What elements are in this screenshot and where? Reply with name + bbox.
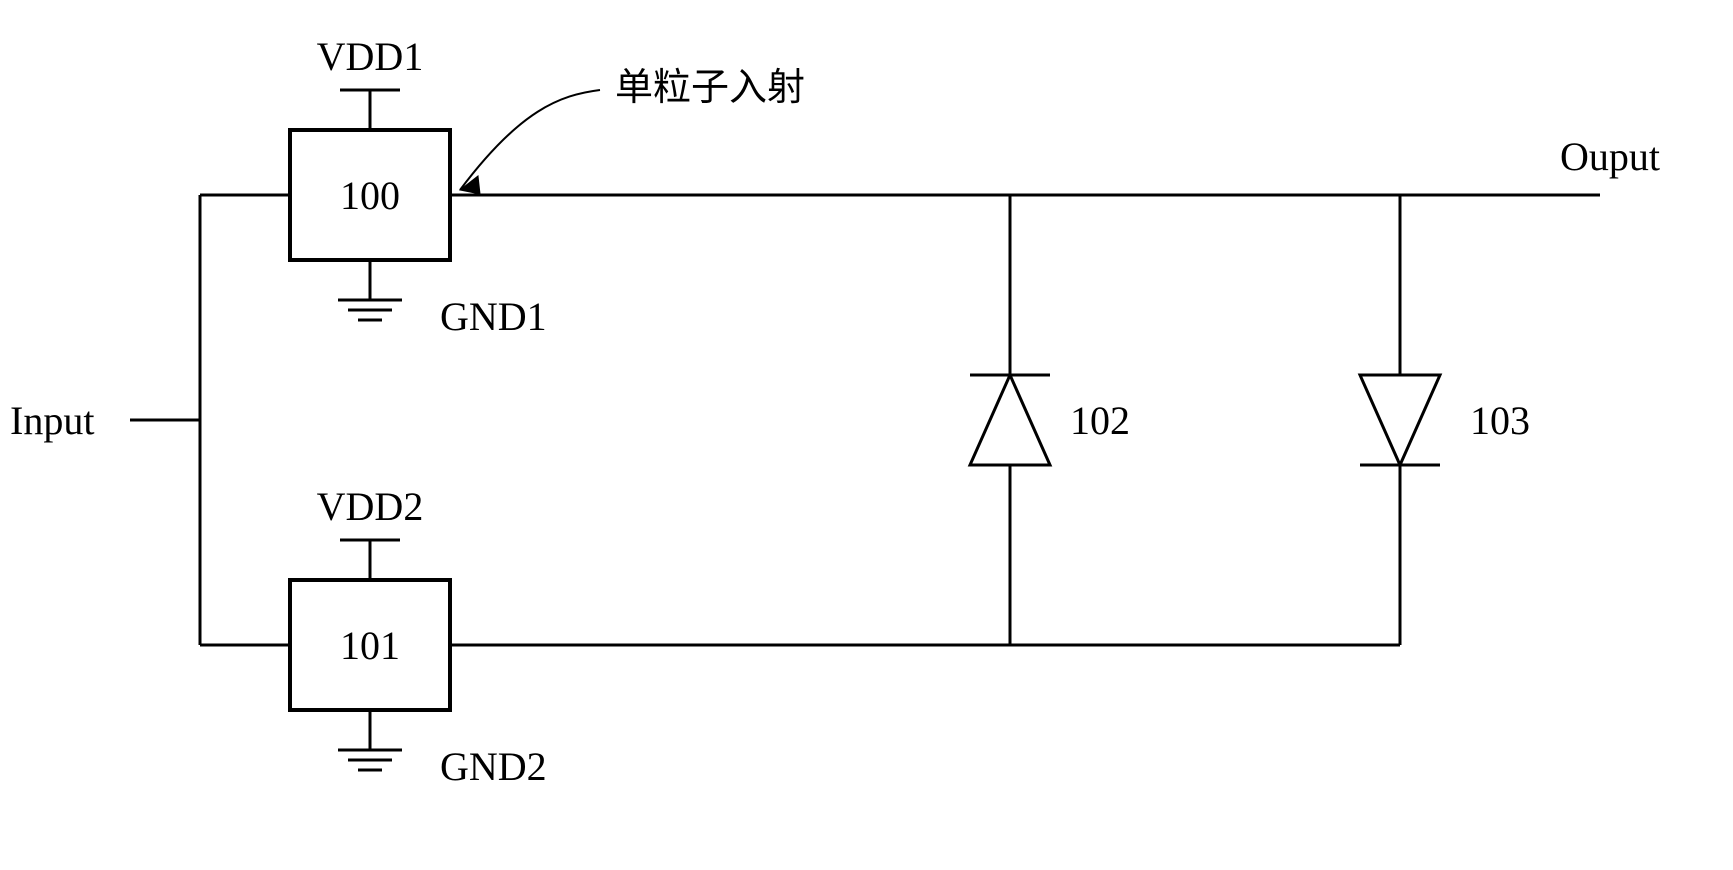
vdd2-label: VDD2: [317, 484, 424, 529]
annotation-leader: [460, 90, 600, 190]
gnd2-label: GND2: [440, 744, 547, 789]
diode-103-label: 103: [1470, 398, 1530, 443]
annotation-text: 单粒子入射: [615, 67, 805, 109]
diode-102-triangle: [970, 375, 1050, 465]
output-label: Ouput: [1560, 134, 1660, 179]
input-label: Input: [10, 398, 94, 443]
block-101-label: 101: [340, 623, 400, 668]
diode-102-label: 102: [1070, 398, 1130, 443]
vdd1-label: VDD1: [317, 34, 424, 79]
gnd1-label: GND1: [440, 294, 547, 339]
diode-103-triangle: [1360, 375, 1440, 465]
block-100-label: 100: [340, 173, 400, 218]
